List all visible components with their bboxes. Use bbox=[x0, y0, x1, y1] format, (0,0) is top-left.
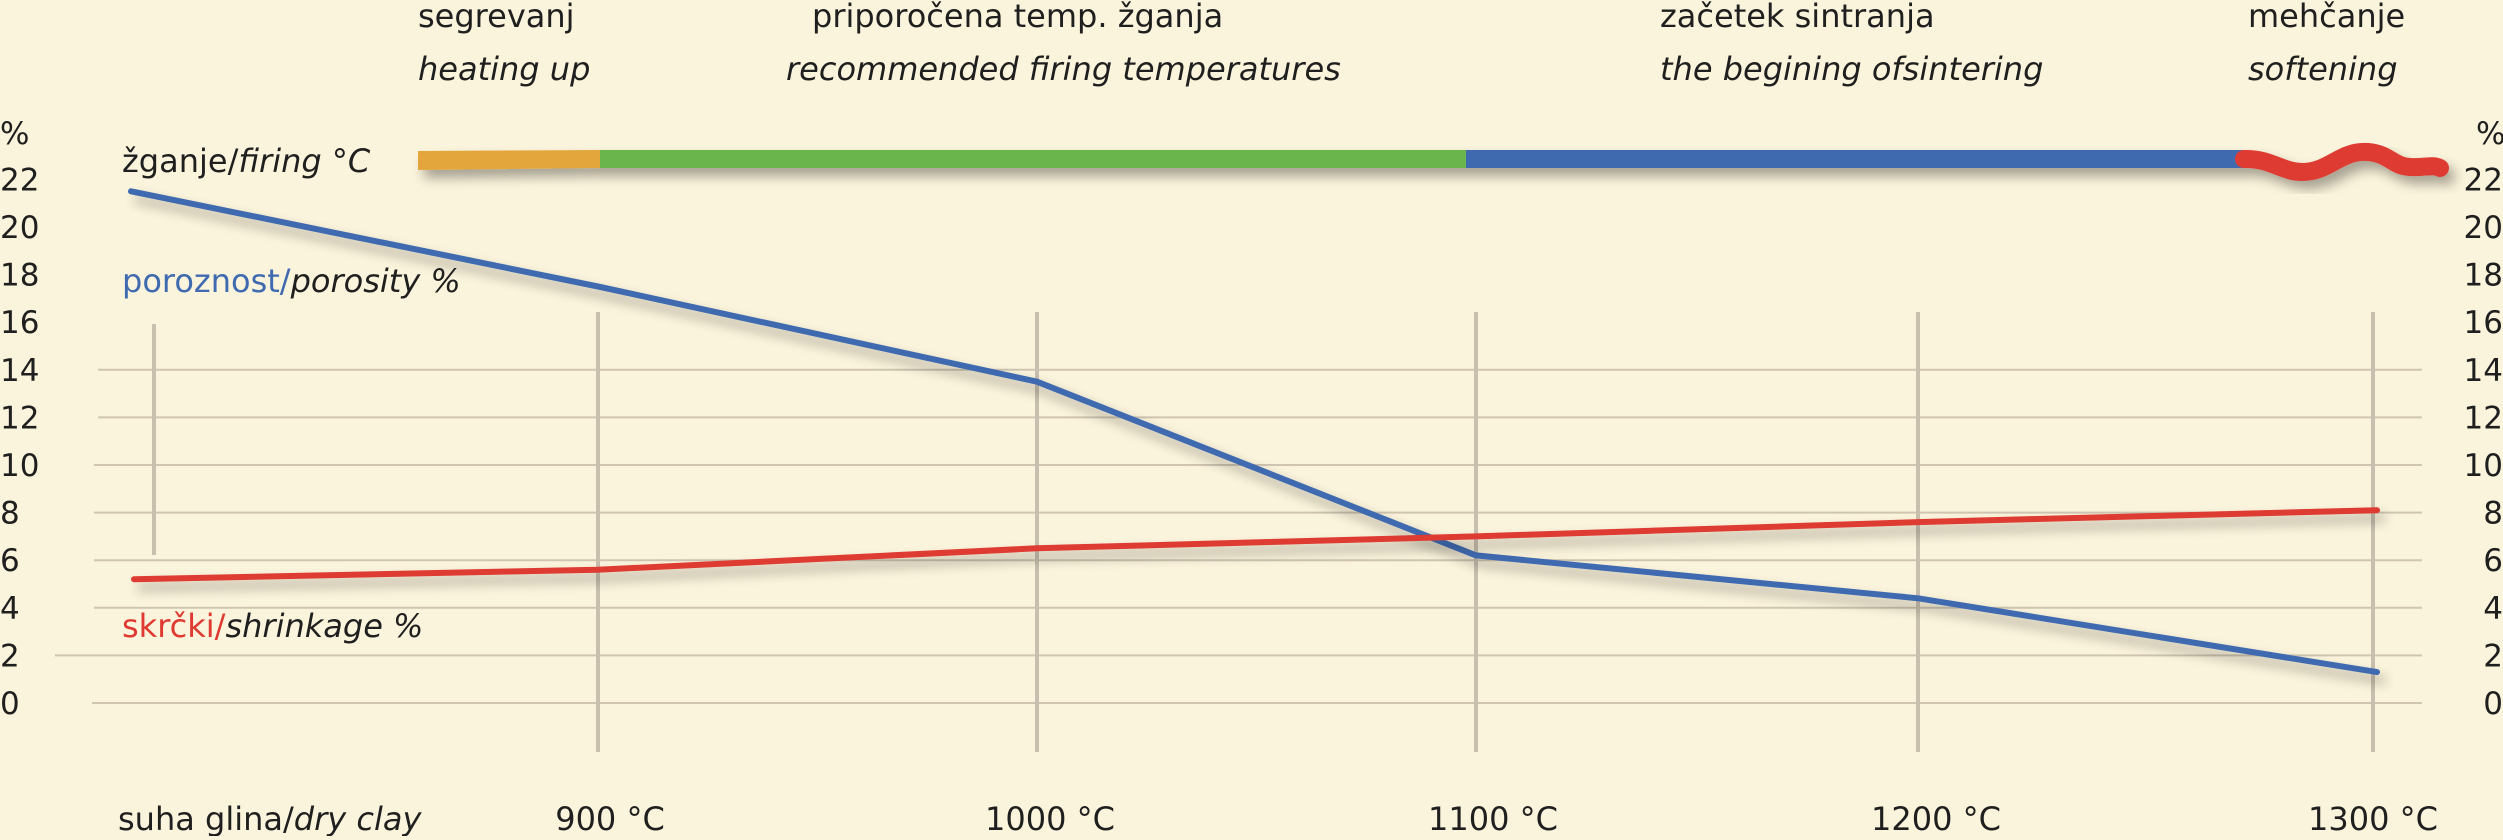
stage-sintering-label-en: the begining ofsintering bbox=[1660, 50, 2043, 88]
y-tick-right-20: 20 bbox=[2464, 210, 2503, 246]
series-lines bbox=[131, 191, 2377, 672]
x-label-900: 900 °C bbox=[555, 800, 665, 836]
stage-bar bbox=[418, 150, 2440, 172]
y-tick-right-10: 10 bbox=[2464, 448, 2503, 484]
y-tick-left-18: 18 bbox=[0, 258, 39, 294]
y-tick-right-4: 4 bbox=[2483, 591, 2503, 627]
y-axis-unit-right: % bbox=[2476, 116, 2503, 152]
y-tick-right-22: 22 bbox=[2464, 162, 2503, 198]
porosity-label: poroznost/porosity % bbox=[122, 262, 461, 300]
stage-bar-softening bbox=[2244, 152, 2440, 172]
x-axis-labels: suha glina/dry clay 900 °C 1000 °C 1100 … bbox=[118, 800, 2438, 836]
x-label-1300: 1300 °C bbox=[2308, 800, 2438, 836]
y-tick-right-0: 0 bbox=[2483, 686, 2503, 722]
shrinkage-line bbox=[134, 510, 2377, 579]
shrinkage-label-en: shrinkage % bbox=[225, 607, 423, 645]
y-tick-right-16: 16 bbox=[2464, 305, 2503, 341]
porosity-label-en: porosity % bbox=[290, 262, 461, 300]
y-tick-left-8: 8 bbox=[0, 496, 20, 532]
y-tick-left-10: 10 bbox=[0, 448, 39, 484]
firing-label-en: firing °C bbox=[238, 142, 370, 180]
y-tick-right-6: 6 bbox=[2483, 543, 2503, 579]
y-tick-left-4: 4 bbox=[0, 591, 20, 627]
stage-heating-label: segrevanj bbox=[418, 0, 575, 35]
y-tick-left-0: 0 bbox=[0, 686, 20, 722]
stage-sintering-label: začetek sintranja bbox=[1660, 0, 1935, 35]
firing-label: žganje/firing °C bbox=[122, 142, 371, 180]
y-tick-right-18: 18 bbox=[2464, 258, 2503, 294]
stage-bar-heating bbox=[418, 150, 600, 170]
shrinkage-label: skrčki/shrinkage % bbox=[122, 607, 423, 645]
x-label-1200: 1200 °C bbox=[1871, 800, 2001, 836]
porosity-label-sl: poroznost/ bbox=[122, 262, 291, 300]
y-tick-right-8: 8 bbox=[2483, 496, 2503, 532]
x-label-dry-clay-sl: suha glina/ bbox=[118, 800, 294, 836]
y-tick-right-12: 12 bbox=[2464, 400, 2503, 436]
x-label-dry-clay: suha glina/dry clay bbox=[118, 800, 422, 836]
y-tick-left-2: 2 bbox=[0, 638, 20, 674]
x-label-1100: 1100 °C bbox=[1428, 800, 1558, 836]
stage-heating-label-en: heating up bbox=[418, 50, 590, 88]
stage-softening-label: mehčanje bbox=[2248, 0, 2405, 35]
y-tick-left-12: 12 bbox=[0, 400, 39, 436]
shrinkage-label-sl: skrčki/ bbox=[122, 607, 226, 645]
stage-recommended-label-en: recommended firing temperatures bbox=[786, 50, 1341, 88]
x-label-1000: 1000 °C bbox=[985, 800, 1115, 836]
y-tick-left-16: 16 bbox=[0, 305, 39, 341]
y-axis-unit-left: % bbox=[0, 116, 29, 152]
y-tick-right-2: 2 bbox=[2483, 638, 2503, 674]
stage-recommended-label: priporočena temp. žganja bbox=[812, 0, 1223, 35]
y-tick-right-14: 14 bbox=[2464, 353, 2503, 389]
stage-labels: segrevanj heating up priporočena temp. ž… bbox=[418, 0, 2405, 88]
y-tick-left-6: 6 bbox=[0, 543, 20, 579]
porosity-line bbox=[131, 191, 2377, 672]
firing-label-sl: žganje/ bbox=[122, 142, 239, 180]
y-tick-left-20: 20 bbox=[0, 210, 39, 246]
y-tick-left-14: 14 bbox=[0, 353, 39, 389]
gridlines bbox=[55, 370, 2422, 703]
y-tick-left-22: 22 bbox=[0, 162, 39, 198]
stage-bar-sintering bbox=[1466, 150, 2246, 168]
stage-bar-recommended bbox=[600, 150, 1466, 168]
temperature-lines bbox=[154, 312, 2373, 752]
x-label-dry-clay-en: dry clay bbox=[294, 800, 423, 836]
stage-softening-label-en: softening bbox=[2248, 50, 2398, 88]
